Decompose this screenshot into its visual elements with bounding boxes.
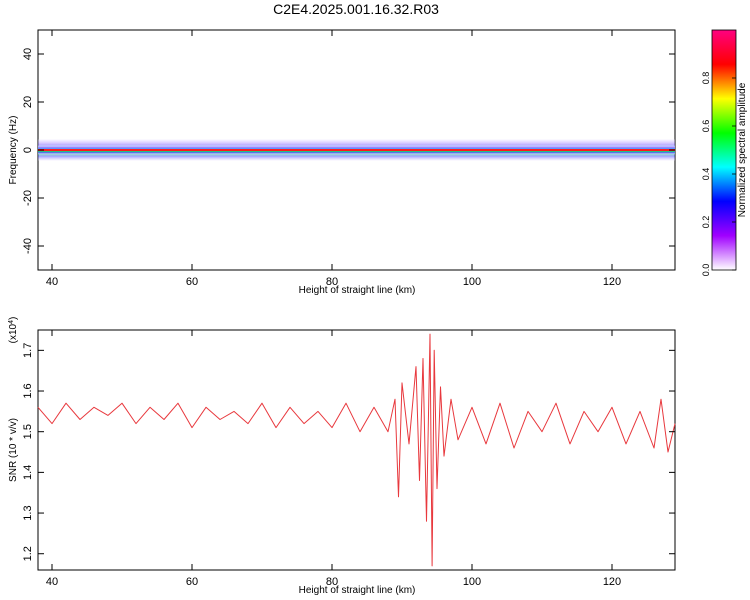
snr-y-tick-label: 1.6 xyxy=(22,383,34,398)
spectrogram-y-tick-label: -40 xyxy=(22,238,34,254)
snr-y-ticks: 1.2 1.3 1.4 1.5 1.6 1.7 xyxy=(22,343,675,561)
snr-y-multiplier: (x104) xyxy=(8,317,20,344)
colorbar-ticks: 0.0 0.2 0.4 0.6 0.8 xyxy=(701,72,736,277)
snr-y-tick-label: 1.7 xyxy=(22,343,34,358)
colorbar-scale xyxy=(711,29,737,271)
snr-x-label: Height of straight line (km) xyxy=(299,585,416,596)
colorbar: 0.0 0.2 0.4 0.6 0.8 Normalized spectral ampl… xyxy=(701,29,748,277)
spectrogram-heatmap xyxy=(38,139,675,161)
spectrogram-y-ticks: 40 20 0 -20 -40 xyxy=(22,48,675,254)
spectrogram-x-tick-label: 40 xyxy=(46,276,58,288)
spectrogram-x-tick-label: 120 xyxy=(603,276,621,288)
spectrogram-x-ticks: 40 60 80 100 120 xyxy=(46,30,621,288)
snr-series xyxy=(37,333,676,567)
colorbar-tick-label: 0.4 xyxy=(701,168,711,181)
spectrogram-panel: 40 20 0 -20 -40 40 60 80 100 120 Height of strai… xyxy=(8,29,676,296)
snr-x-tick-label: 80 xyxy=(326,576,338,588)
colorbar-tick-label: 0.2 xyxy=(701,216,711,229)
snr-line xyxy=(37,333,676,567)
colorbar-tick-label: 0.6 xyxy=(701,120,711,133)
snr-y-tick-label: 1.3 xyxy=(22,505,34,520)
spectrogram-y-tick-label: 0 xyxy=(22,147,34,153)
colorbar-tick-label: 0.0 xyxy=(701,264,711,277)
snr-y-tick-label: 1.2 xyxy=(22,546,34,561)
snr-x-ticks: 40 60 80 100 120 xyxy=(46,330,621,588)
snr-y-tick-label: 1.4 xyxy=(22,465,34,480)
colorbar-label: Normalized spectral amplitude xyxy=(737,82,748,217)
page-title: C2E4.2025.001.16.32.R03 xyxy=(273,1,439,17)
snr-x-tick-label: 40 xyxy=(46,576,58,588)
snr-panel: 1.2 1.3 1.4 1.5 1.6 1.7 40 60 80 100 120 Height o… xyxy=(8,317,676,596)
snr-frame xyxy=(37,329,676,571)
spectrogram-y-tick-label: 20 xyxy=(22,96,34,108)
snr-y-label: SNR (10 * v/v) xyxy=(8,418,19,482)
spectrogram-x-tick-label: 80 xyxy=(326,276,338,288)
snr-x-tick-label: 60 xyxy=(186,576,198,588)
spectrogram-x-tick-label: 60 xyxy=(186,276,198,288)
spectrogram-x-tick-label: 100 xyxy=(463,276,481,288)
snr-x-tick-label: 100 xyxy=(463,576,481,588)
spectrogram-y-tick-label: -20 xyxy=(22,190,34,206)
spectrogram-y-tick-label: 40 xyxy=(22,48,34,60)
snr-y-tick-label: 1.5 xyxy=(22,424,34,439)
colorbar-tick-label: 0.8 xyxy=(701,72,711,85)
snr-x-tick-label: 120 xyxy=(603,576,621,588)
spectrogram-y-label: Frequency (Hz) xyxy=(8,116,19,185)
spectrogram-x-label: Height of straight line (km) xyxy=(299,285,416,296)
